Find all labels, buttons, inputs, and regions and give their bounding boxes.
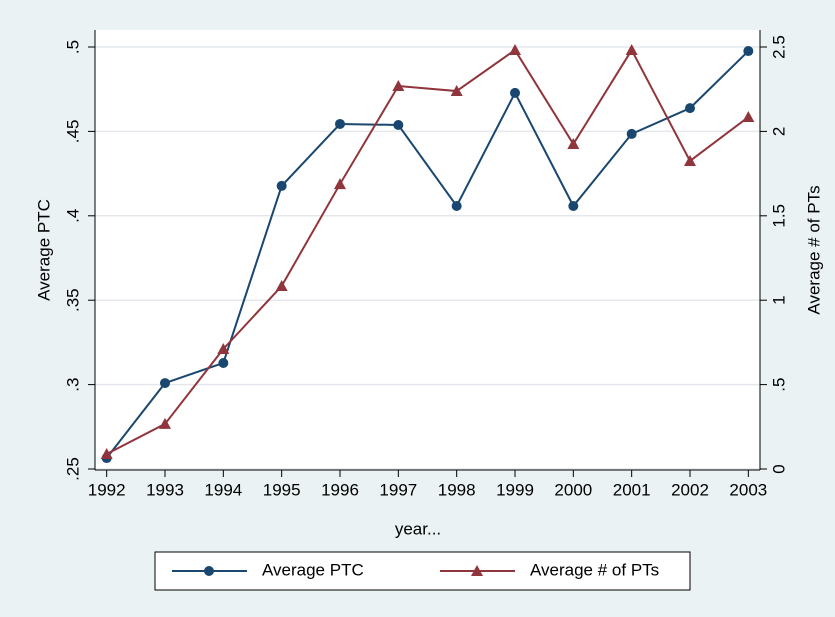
y-tick-label: .45 [63, 120, 82, 144]
series-line [105, 50, 750, 459]
marker [218, 357, 229, 368]
marker [625, 44, 638, 56]
x-tick-label: 2002 [671, 480, 709, 499]
x-tick-label: 1994 [204, 480, 242, 499]
x-axis-title: year... [395, 519, 441, 538]
marker [335, 118, 345, 129]
x-tick-label: 1998 [438, 480, 476, 499]
marker [276, 180, 287, 191]
y-tick-label: .3 [63, 378, 82, 392]
x-tick-label: 2000 [554, 480, 592, 499]
marker [568, 201, 579, 212]
y2-tick-label: 2.5 [769, 35, 788, 59]
x-tick-label: 1999 [496, 480, 534, 499]
marker [567, 138, 580, 150]
x-tick-label: 1995 [263, 480, 301, 499]
marker [626, 128, 637, 139]
y-tick-label: .5 [63, 40, 82, 54]
marker [510, 87, 520, 98]
legend-label: Average PTC [262, 560, 364, 579]
marker [217, 342, 230, 354]
y-tick-label: .35 [63, 288, 82, 312]
marker [743, 46, 754, 57]
marker [742, 111, 755, 123]
marker [471, 565, 483, 576]
y2-axis-title: Average # of PTs [804, 185, 823, 314]
y2-tick-label: 1.5 [769, 204, 788, 228]
marker [684, 154, 696, 166]
y2-tick-label: 1 [769, 295, 788, 304]
y-axis-title: Average PTC [34, 199, 53, 301]
x-tick-label: 1997 [379, 480, 417, 499]
marker [160, 378, 170, 389]
marker [450, 85, 463, 97]
marker [393, 119, 404, 130]
marker [100, 447, 113, 459]
marker [204, 566, 214, 576]
y2-tick-label: 0 [769, 464, 788, 473]
x-tick-label: 1992 [88, 480, 126, 499]
marker [275, 280, 288, 292]
marker [159, 417, 171, 429]
x-tick-label: 2003 [729, 480, 767, 499]
x-tick-label: 1993 [146, 480, 184, 499]
y-tick-label: .4 [63, 209, 82, 223]
marker [392, 79, 405, 91]
marker [509, 44, 521, 56]
x-tick-label: 2001 [613, 480, 651, 499]
y2-tick-label: .5 [769, 378, 788, 392]
marker [334, 178, 346, 190]
legend-label: Average # of PTs [530, 560, 659, 579]
plot-area [95, 30, 760, 470]
y2-tick-label: 2 [769, 127, 788, 136]
y-tick-label: .25 [63, 457, 82, 481]
x-tick-label: 1996 [321, 480, 359, 499]
series-line [106, 48, 749, 455]
marker [451, 201, 462, 212]
marker [685, 103, 695, 114]
